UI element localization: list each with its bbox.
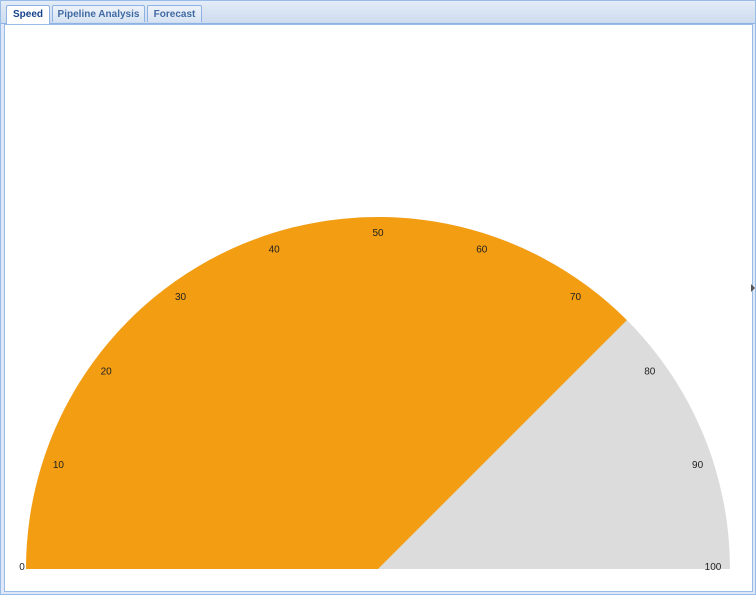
- gauge-tick-label-70: 70: [570, 292, 582, 303]
- tab-speed[interactable]: Speed: [6, 5, 50, 24]
- gauge-tick-label-40: 40: [269, 244, 281, 255]
- gauge-filled-sector: [26, 216, 627, 569]
- gauge-tick-label-90: 90: [692, 460, 704, 471]
- tab-pipeline-analysis[interactable]: Pipeline Analysis: [52, 5, 145, 22]
- gauge-tick-label-100: 100: [705, 562, 722, 573]
- tab-bar: Speed Pipeline Analysis Forecast: [1, 1, 755, 24]
- gauge-tick-label-60: 60: [476, 244, 488, 255]
- gauge-tick-label-30: 30: [175, 292, 187, 303]
- speed-panel: 0 10 20 30 40 50 60 70 80 90 100: [4, 24, 753, 592]
- gauge-tick-label-20: 20: [101, 367, 113, 378]
- collapse-arrow-icon[interactable]: [751, 284, 755, 292]
- gauge-tick-label-0: 0: [19, 562, 25, 573]
- speed-gauge: 0 10 20 30 40 50 60 70 80 90 100: [19, 216, 730, 573]
- gauge-tick-label-50: 50: [372, 228, 384, 239]
- gauge-tick-labels: 0 10 20 30 40 50 60 70 80 90 100: [19, 228, 722, 573]
- tab-forecast[interactable]: Forecast: [147, 5, 202, 22]
- gauge-tick-label-10: 10: [53, 460, 65, 471]
- gauge-tick-label-80: 80: [644, 367, 656, 378]
